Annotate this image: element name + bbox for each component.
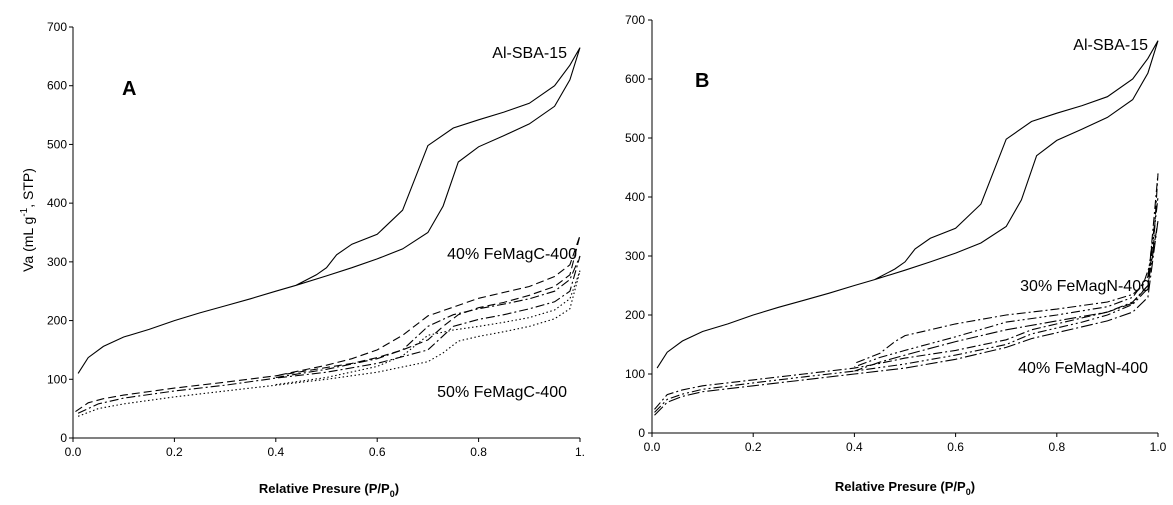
x-tick-label: 1. bbox=[575, 445, 585, 459]
y-tick-label: 400 bbox=[625, 190, 645, 204]
x-tick-label: 0.0 bbox=[65, 445, 82, 459]
series-annotation: 40% FeMagN-400 bbox=[1018, 360, 1148, 377]
y-tick-label: 500 bbox=[47, 137, 67, 151]
y-tick-label: 0 bbox=[60, 431, 67, 445]
x-tick-label: 0.4 bbox=[846, 440, 863, 454]
x-tick-label: 0.2 bbox=[745, 440, 762, 454]
series-line-al-sba-15 bbox=[656, 40, 1159, 369]
series-line-40-femagc-400 bbox=[75, 235, 581, 413]
x-tick-label: 0.0 bbox=[644, 440, 661, 454]
y-tick-label: 0 bbox=[638, 426, 645, 440]
y-tick-label: 200 bbox=[625, 308, 645, 322]
x-tick-label: 0.4 bbox=[267, 445, 284, 459]
chart-panel-a: 0 100 200 300 400 500 600 700 0.0 0.2 0.4 0.6 0.8 1. A… bbox=[19, 20, 585, 499]
panel-label: A bbox=[122, 78, 136, 100]
y-tick-label: 700 bbox=[625, 13, 645, 27]
series-annotation: 50% FeMagC-400 bbox=[437, 384, 567, 401]
series-annotation: 30% FeMagN-400 bbox=[1020, 278, 1150, 295]
y-tick-label: 300 bbox=[47, 255, 67, 269]
x-tick-label: 0.6 bbox=[369, 445, 386, 459]
x-axis-label: Relative Presure (P/P0) bbox=[259, 481, 399, 499]
x-tick-label: 0.8 bbox=[470, 445, 487, 459]
y-tick-label: 100 bbox=[47, 372, 67, 386]
series-annotation: Al-SBA-15 bbox=[492, 45, 567, 62]
y-tick-label: 700 bbox=[47, 20, 67, 34]
series-line-al-sba-15 bbox=[77, 47, 581, 374]
y-tick-label: 200 bbox=[47, 314, 67, 328]
x-tick-label: 0.8 bbox=[1048, 440, 1065, 454]
panel-label: B bbox=[695, 70, 709, 92]
series-annotation: Al-SBA-15 bbox=[1073, 37, 1148, 54]
x-tick-label: 0.2 bbox=[166, 445, 183, 459]
x-tick-label: 1.0 bbox=[1150, 440, 1167, 454]
series-line-intermediate bbox=[77, 255, 581, 414]
chart-panel-b: 0 100 200 300 400 500 600 700 0.0 0.2 0.4 0.6 0.8 1.0… bbox=[625, 13, 1167, 497]
y-tick-label: 600 bbox=[625, 72, 645, 86]
y-tick-label: 400 bbox=[47, 196, 67, 210]
series-line-30-femagn-400 bbox=[654, 173, 1159, 410]
y-tick-label: 100 bbox=[625, 367, 645, 381]
y-axis-label: Va (mL g-1, STP) bbox=[19, 168, 36, 272]
y-tick-label: 300 bbox=[625, 249, 645, 263]
x-axis-label: Relative Presure (P/P0) bbox=[835, 479, 975, 497]
series-line-40-femagn-400 bbox=[654, 220, 1159, 416]
y-tick-label: 600 bbox=[47, 79, 67, 93]
series-annotation: 40% FeMagC-400 bbox=[447, 246, 577, 263]
y-tick-label: 500 bbox=[625, 131, 645, 145]
x-tick-label: 0.6 bbox=[947, 440, 964, 454]
series-line-intermediate bbox=[654, 196, 1159, 413]
series-line-50-femagc-400 bbox=[77, 270, 581, 417]
